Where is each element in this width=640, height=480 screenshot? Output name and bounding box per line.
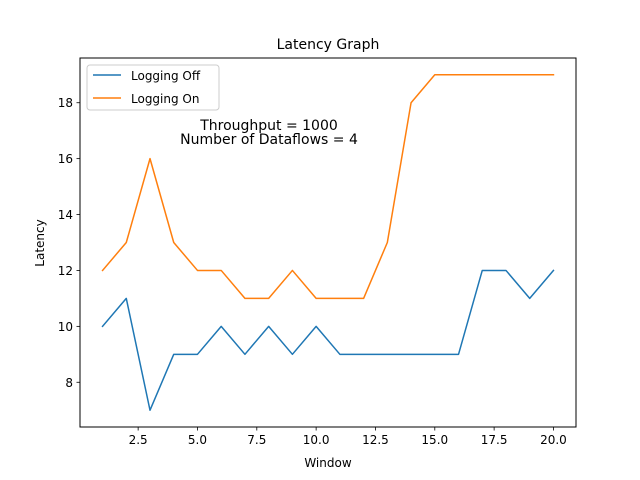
y-tick-label: 14: [58, 208, 73, 222]
plot-area: 2.5 5.0 7.5 10.0 12.5 15.0 17.5 20.0 8 10 12 14 16 1…: [58, 58, 576, 447]
y-tick-label: 16: [58, 152, 73, 166]
x-tick-label: 2.5: [129, 433, 148, 447]
x-axis-label: Window: [304, 456, 352, 470]
chart-title: Latency Graph: [277, 37, 380, 53]
x-tick-label: 5.0: [188, 433, 207, 447]
x-tick-label: 12.5: [362, 433, 389, 447]
x-tick-label: 15.0: [421, 433, 448, 447]
x-tick-label: 20.0: [540, 433, 567, 447]
y-axis-label: Latency: [33, 219, 47, 266]
x-tick-label: 7.5: [247, 433, 266, 447]
legend: Logging Off Logging On: [87, 65, 219, 110]
x-tick-label: 10.0: [303, 433, 330, 447]
legend-label-logging-on: Logging On: [131, 92, 199, 106]
y-tick-label: 8: [65, 376, 73, 390]
legend-label-logging-off: Logging Off: [131, 69, 201, 83]
x-tick-label: 17.5: [481, 433, 508, 447]
y-tick-label: 18: [58, 96, 73, 110]
plot-frame: [80, 58, 576, 427]
y-tick-label: 12: [58, 264, 73, 278]
y-tick-label: 10: [58, 320, 73, 334]
annotation-dataflows: Number of Dataflows = 4: [180, 132, 358, 148]
